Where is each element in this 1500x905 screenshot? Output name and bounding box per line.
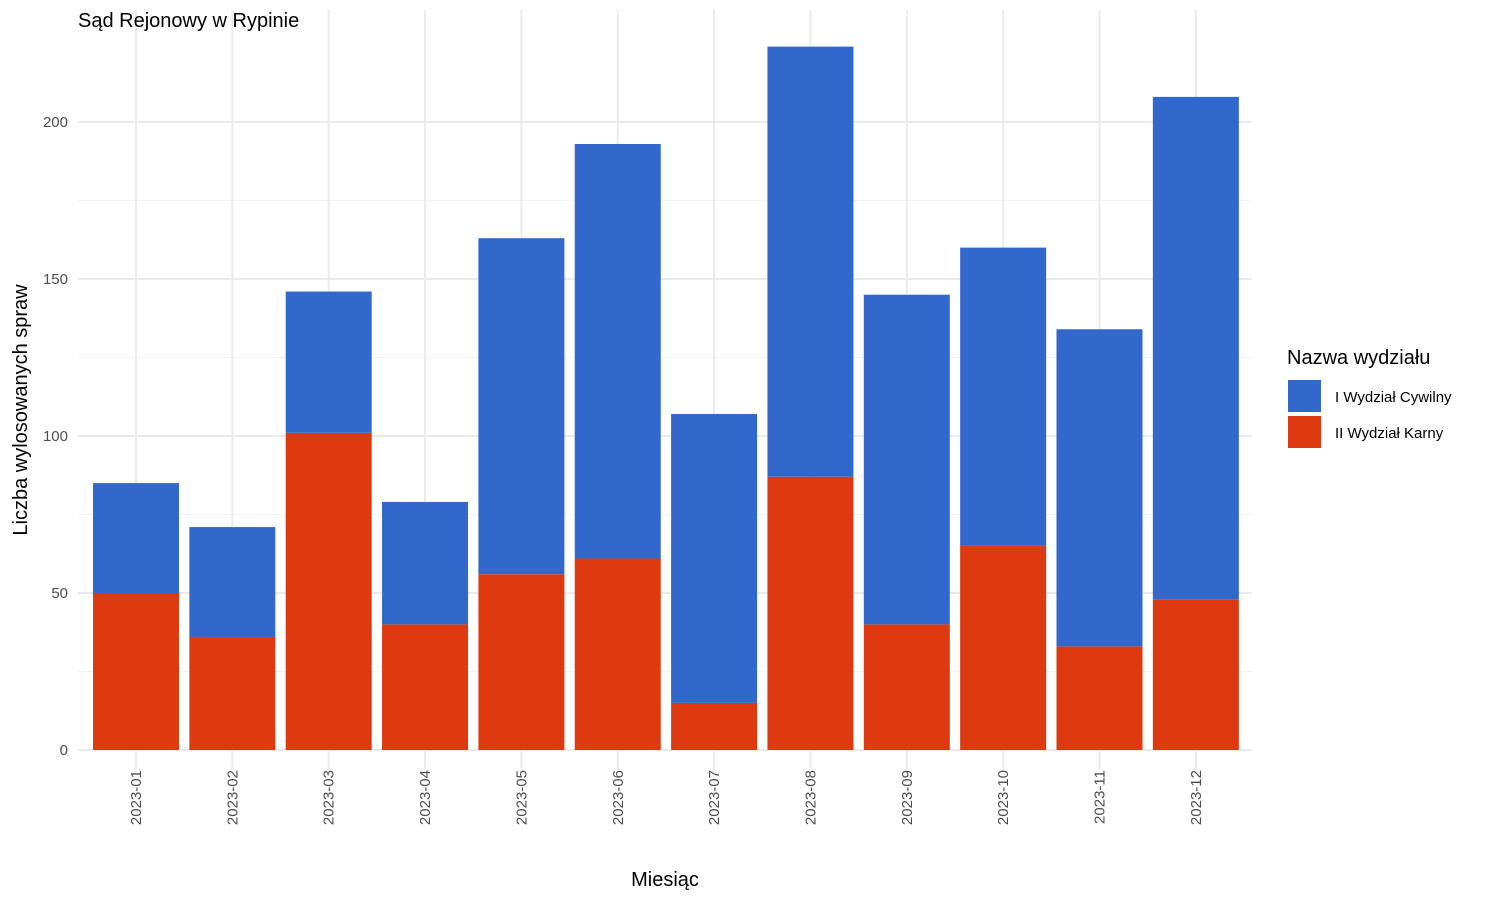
bar-ii-wydzia-karny-2023-04 [382,624,469,750]
chart-title: Sąd Rejonowy w Rypinie [78,10,299,32]
x-tick-label: 2023-11 [1092,770,1109,824]
x-tick-label: 2023-05 [513,770,530,825]
bar-ii-wydzia-karny-2023-03 [285,432,372,750]
bar-i-wydzia-cywilny-2023-08 [767,46,854,477]
x-tick-label: 2023-12 [1188,770,1205,825]
x-tick-label: 2023-10 [995,770,1012,825]
legend-title: Nazwa wydziału [1287,347,1430,369]
bar-ii-wydzia-karny-2023-02 [189,636,276,750]
bar-i-wydzia-cywilny-2023-11 [1056,329,1143,647]
bar-ii-wydzia-karny-2023-08 [767,476,854,750]
x-axis-title: Miesiąc [631,869,699,891]
y-tick-label: 50 [51,585,68,602]
legend-label: I Wydział Cywilny [1335,389,1452,406]
y-tick-label: 0 [60,742,68,759]
y-axis-title: Liczba wylosowanych spraw [10,284,32,536]
x-tick-label: 2023-09 [899,770,916,825]
legend-swatch [1288,416,1321,448]
bar-ii-wydzia-karny-2023-10 [960,545,1047,750]
bar-ii-wydzia-karny-2023-11 [1056,646,1143,750]
x-tick-label: 2023-08 [802,770,819,825]
bar-ii-wydzia-karny-2023-09 [863,624,950,750]
x-tick-label: 2023-02 [224,770,241,825]
y-tick-label: 100 [43,428,68,445]
y-tick-label: 200 [43,114,68,131]
bars [93,46,1239,750]
legend: Nazwa wydziału I Wydział Cywilny II Wydzi… [1287,347,1452,448]
bar-i-wydzia-cywilny-2023-07 [671,414,758,703]
x-tick-label: 2023-04 [417,770,434,825]
bar-i-wydzia-cywilny-2023-04 [382,501,469,625]
bar-i-wydzia-cywilny-2023-05 [478,238,565,575]
y-axis-ticks: 0 50 100 150 200 [43,114,68,759]
legend-swatch [1288,380,1321,412]
x-tick-label: 2023-07 [706,770,723,825]
bar-i-wydzia-cywilny-2023-01 [93,483,179,593]
bar-i-wydzia-cywilny-2023-09 [863,294,950,625]
x-tick-label: 2023-03 [321,770,338,825]
bar-ii-wydzia-karny-2023-01 [93,593,179,750]
bar-ii-wydzia-karny-2023-12 [1152,599,1239,750]
y-tick-label: 150 [43,271,68,288]
bar-ii-wydzia-karny-2023-05 [478,574,565,750]
x-tick-label: 2023-06 [610,770,627,825]
bar-i-wydzia-cywilny-2023-03 [285,291,372,433]
x-tick-label: 2023-01 [128,770,145,825]
bar-ii-wydzia-karny-2023-07 [671,702,758,750]
bar-i-wydzia-cywilny-2023-10 [960,247,1047,546]
legend-label: II Wydział Karny [1335,425,1444,442]
bar-i-wydzia-cywilny-2023-02 [189,527,276,637]
bar-ii-wydzia-karny-2023-06 [574,558,661,750]
bar-i-wydzia-cywilny-2023-12 [1152,96,1239,600]
bar-i-wydzia-cywilny-2023-06 [574,143,661,559]
legend-items: I Wydział Cywilny II Wydział Karny [1288,380,1452,448]
x-axis-ticks: 2023-01 2023-02 2023-03 2023-04 2023-05 2023-… [128,770,1205,825]
